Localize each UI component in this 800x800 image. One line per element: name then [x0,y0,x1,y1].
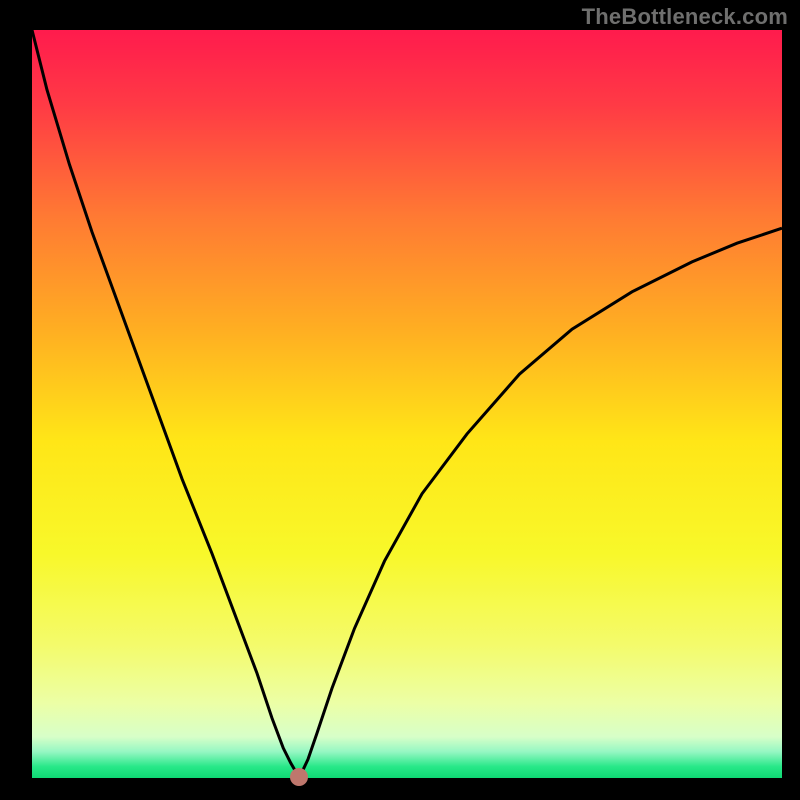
watermark-text: TheBottleneck.com [582,4,788,30]
bottleneck-curve [32,30,782,778]
plot-area [32,30,782,778]
chart-frame: TheBottleneck.com [0,0,800,800]
curve-path [32,30,782,777]
optimum-marker [290,768,308,786]
